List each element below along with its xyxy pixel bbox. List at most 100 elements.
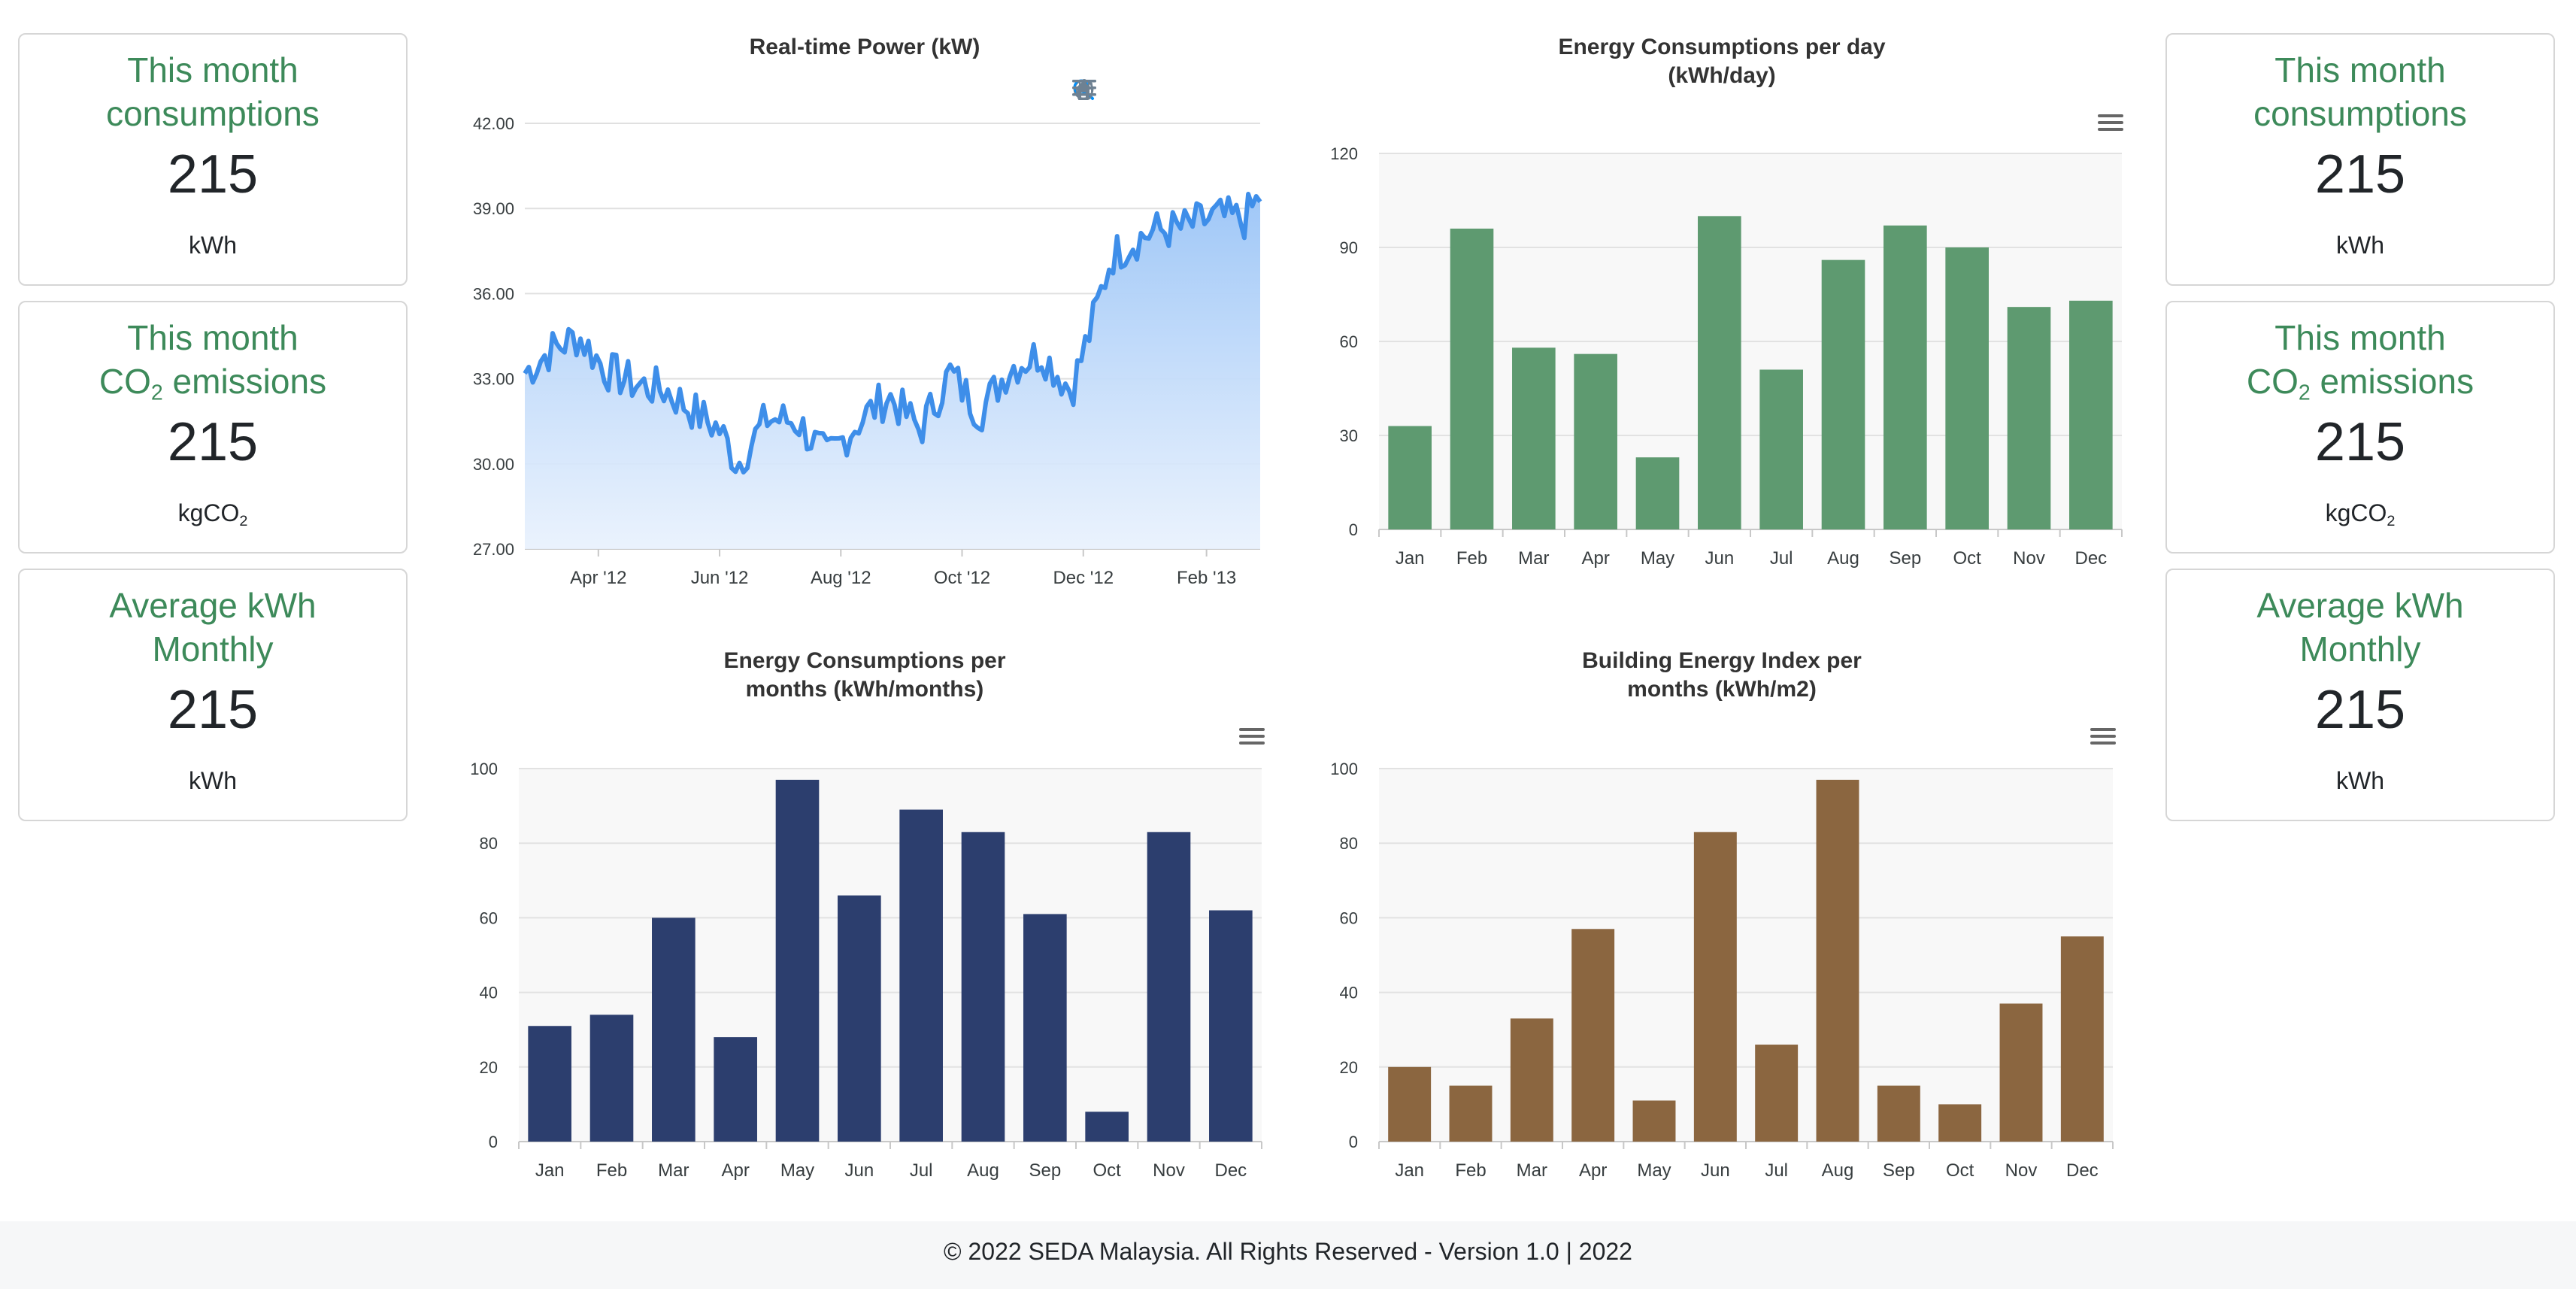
footer: © 2022 SEDA Malaysia. All Rights Reserve… — [0, 1221, 2576, 1289]
area-fill — [525, 194, 1260, 549]
x-tick-label: Jan — [1396, 548, 1425, 569]
x-tick-label: Jun — [844, 1160, 874, 1181]
y-tick-label: 60 — [480, 908, 498, 927]
bar-dec[interactable] — [2069, 300, 2113, 529]
bar-oct[interactable] — [1945, 247, 1989, 529]
x-tick-label: May — [1637, 1160, 1671, 1181]
bar-jan[interactable] — [1388, 1066, 1432, 1142]
bar-jul[interactable] — [899, 809, 943, 1142]
chart-title-line1: Energy Consumptions per day — [1558, 35, 1886, 59]
chart-plot-area: 0 30 60 90 120 Jan Feb Mar Apr May Jun Jul Aug Sep Oct… — [1330, 144, 2123, 569]
bar-dec[interactable] — [2060, 936, 2104, 1142]
bar-may[interactable] — [1632, 1100, 1676, 1142]
bar-feb[interactable] — [589, 1015, 634, 1142]
chart-title-line2: (kWh/day) — [1668, 63, 1776, 88]
card-title-line2: CO2 emissions — [2167, 359, 2553, 405]
co2-text: CO — [98, 362, 151, 401]
x-tick-label: Oct '12 — [934, 568, 990, 588]
unit-subscript: 2 — [2387, 512, 2396, 529]
bar-feb[interactable] — [1449, 1085, 1493, 1142]
unit-subscript: 2 — [239, 512, 248, 529]
bar-dec[interactable] — [1209, 910, 1253, 1142]
bar-mar[interactable] — [1512, 347, 1556, 529]
x-tick-label: Apr '12 — [570, 568, 626, 588]
bar-oct[interactable] — [1085, 1112, 1129, 1142]
bar-sep[interactable] — [1884, 225, 1927, 529]
card-unit: kWh — [189, 767, 237, 794]
x-tick-label: Nov — [2005, 1160, 2038, 1181]
y-tick-label: 40 — [480, 984, 498, 1002]
bar-mar[interactable] — [652, 917, 696, 1142]
x-tick-label: Nov — [2013, 548, 2045, 569]
card-title-text: This month consumptions — [2253, 50, 2467, 133]
bar-aug[interactable] — [1821, 259, 1865, 529]
x-tick-label: Apr — [1579, 1160, 1607, 1181]
y-tick-label: 0 — [489, 1133, 498, 1151]
bar-sep[interactable] — [1877, 1085, 1920, 1142]
menu-icon[interactable] — [1239, 728, 1265, 748]
y-tick-label: 30 — [1340, 426, 1358, 445]
y-tick-label: 33.00 — [473, 370, 514, 389]
bar-sep[interactable] — [1023, 914, 1067, 1142]
y-tick-label: 60 — [1340, 332, 1358, 351]
card-title-line2: CO2 emissions — [20, 359, 406, 404]
bar-may[interactable] — [775, 779, 820, 1142]
bar-aug[interactable] — [961, 832, 1005, 1142]
bar-apr[interactable] — [1574, 353, 1617, 529]
x-tick-label: Aug — [1827, 548, 1859, 569]
x-tick-label: Jun — [1705, 548, 1734, 569]
chart-plot-area: 0 20 40 60 80 100 Jan Feb Mar Apr May Jun Jul Aug Sep O… — [1330, 760, 2114, 1181]
stat-card-co2-right: This month CO2 emissions 215 kgCO2 — [2165, 301, 2555, 554]
x-tick-label: Jan — [535, 1160, 565, 1181]
plot-background — [1379, 769, 2113, 1142]
y-tick-label: 80 — [480, 834, 498, 853]
bar-oct[interactable] — [1938, 1104, 1982, 1142]
bar-feb[interactable] — [1450, 229, 1494, 529]
menu-icon[interactable] — [2090, 728, 2116, 748]
footer-copyright: © 2022 SEDA Malaysia. All Rights Reserve… — [944, 1238, 1632, 1265]
x-tick-label: Nov — [1153, 1160, 1185, 1181]
bar-nov[interactable] — [1999, 1003, 2043, 1142]
card-title-text: Average kWh Monthly — [2256, 586, 2464, 669]
y-tick-label: 27.00 — [473, 540, 514, 559]
x-tick-label: Dec — [2074, 548, 2107, 569]
bar-aug[interactable] — [1816, 779, 1859, 1142]
y-tick-label: 40 — [1340, 984, 1358, 1002]
card-title: Average kWh Monthly — [20, 584, 406, 671]
chart-title: Real-time Power (kW) — [749, 35, 980, 59]
menu-icon[interactable] — [2098, 114, 2123, 134]
bar-mar[interactable] — [1510, 1018, 1553, 1142]
x-tick-label: Feb — [1456, 548, 1487, 569]
bar-apr[interactable] — [1571, 929, 1615, 1142]
bar-nov[interactable] — [1147, 832, 1191, 1142]
y-tick-label: 20 — [1340, 1058, 1358, 1077]
x-tick-label: Apr — [721, 1160, 749, 1181]
card-title-line1: This month — [2274, 318, 2446, 357]
card-value: 215 — [167, 144, 259, 205]
co2-subscript: 2 — [2298, 381, 2311, 405]
bar-jan[interactable] — [528, 1026, 571, 1142]
bar-jul[interactable] — [1755, 1045, 1799, 1142]
card-unit: kWh — [189, 232, 237, 259]
y-tick-label: 120 — [1330, 144, 1358, 163]
x-tick-label: Sep — [1029, 1160, 1061, 1181]
chart-title-line2: months (kWh/m2) — [1627, 677, 1817, 702]
bar-jun[interactable] — [1693, 832, 1737, 1142]
x-tick-label: Aug — [1822, 1160, 1854, 1181]
bar-jul[interactable] — [1759, 369, 1803, 530]
chart-title-line2: months (kWh/months) — [745, 677, 984, 702]
bar-jun[interactable] — [1698, 216, 1741, 529]
bar-nov[interactable] — [2007, 307, 2051, 529]
co2-text: CO — [2246, 362, 2299, 401]
bar-jan[interactable] — [1388, 426, 1432, 530]
bar-apr[interactable] — [714, 1037, 757, 1142]
menu-icon[interactable] — [1072, 80, 1256, 106]
x-tick-label: Sep — [1889, 548, 1921, 569]
x-tick-label: Oct — [1953, 548, 1981, 569]
unit-text: kgCO — [177, 499, 240, 526]
x-tick-label: Feb — [596, 1160, 627, 1181]
y-tick-label: 60 — [1340, 908, 1358, 927]
y-tick-label: 36.00 — [473, 284, 514, 303]
bar-jun[interactable] — [838, 895, 881, 1142]
bar-may[interactable] — [1635, 457, 1680, 529]
